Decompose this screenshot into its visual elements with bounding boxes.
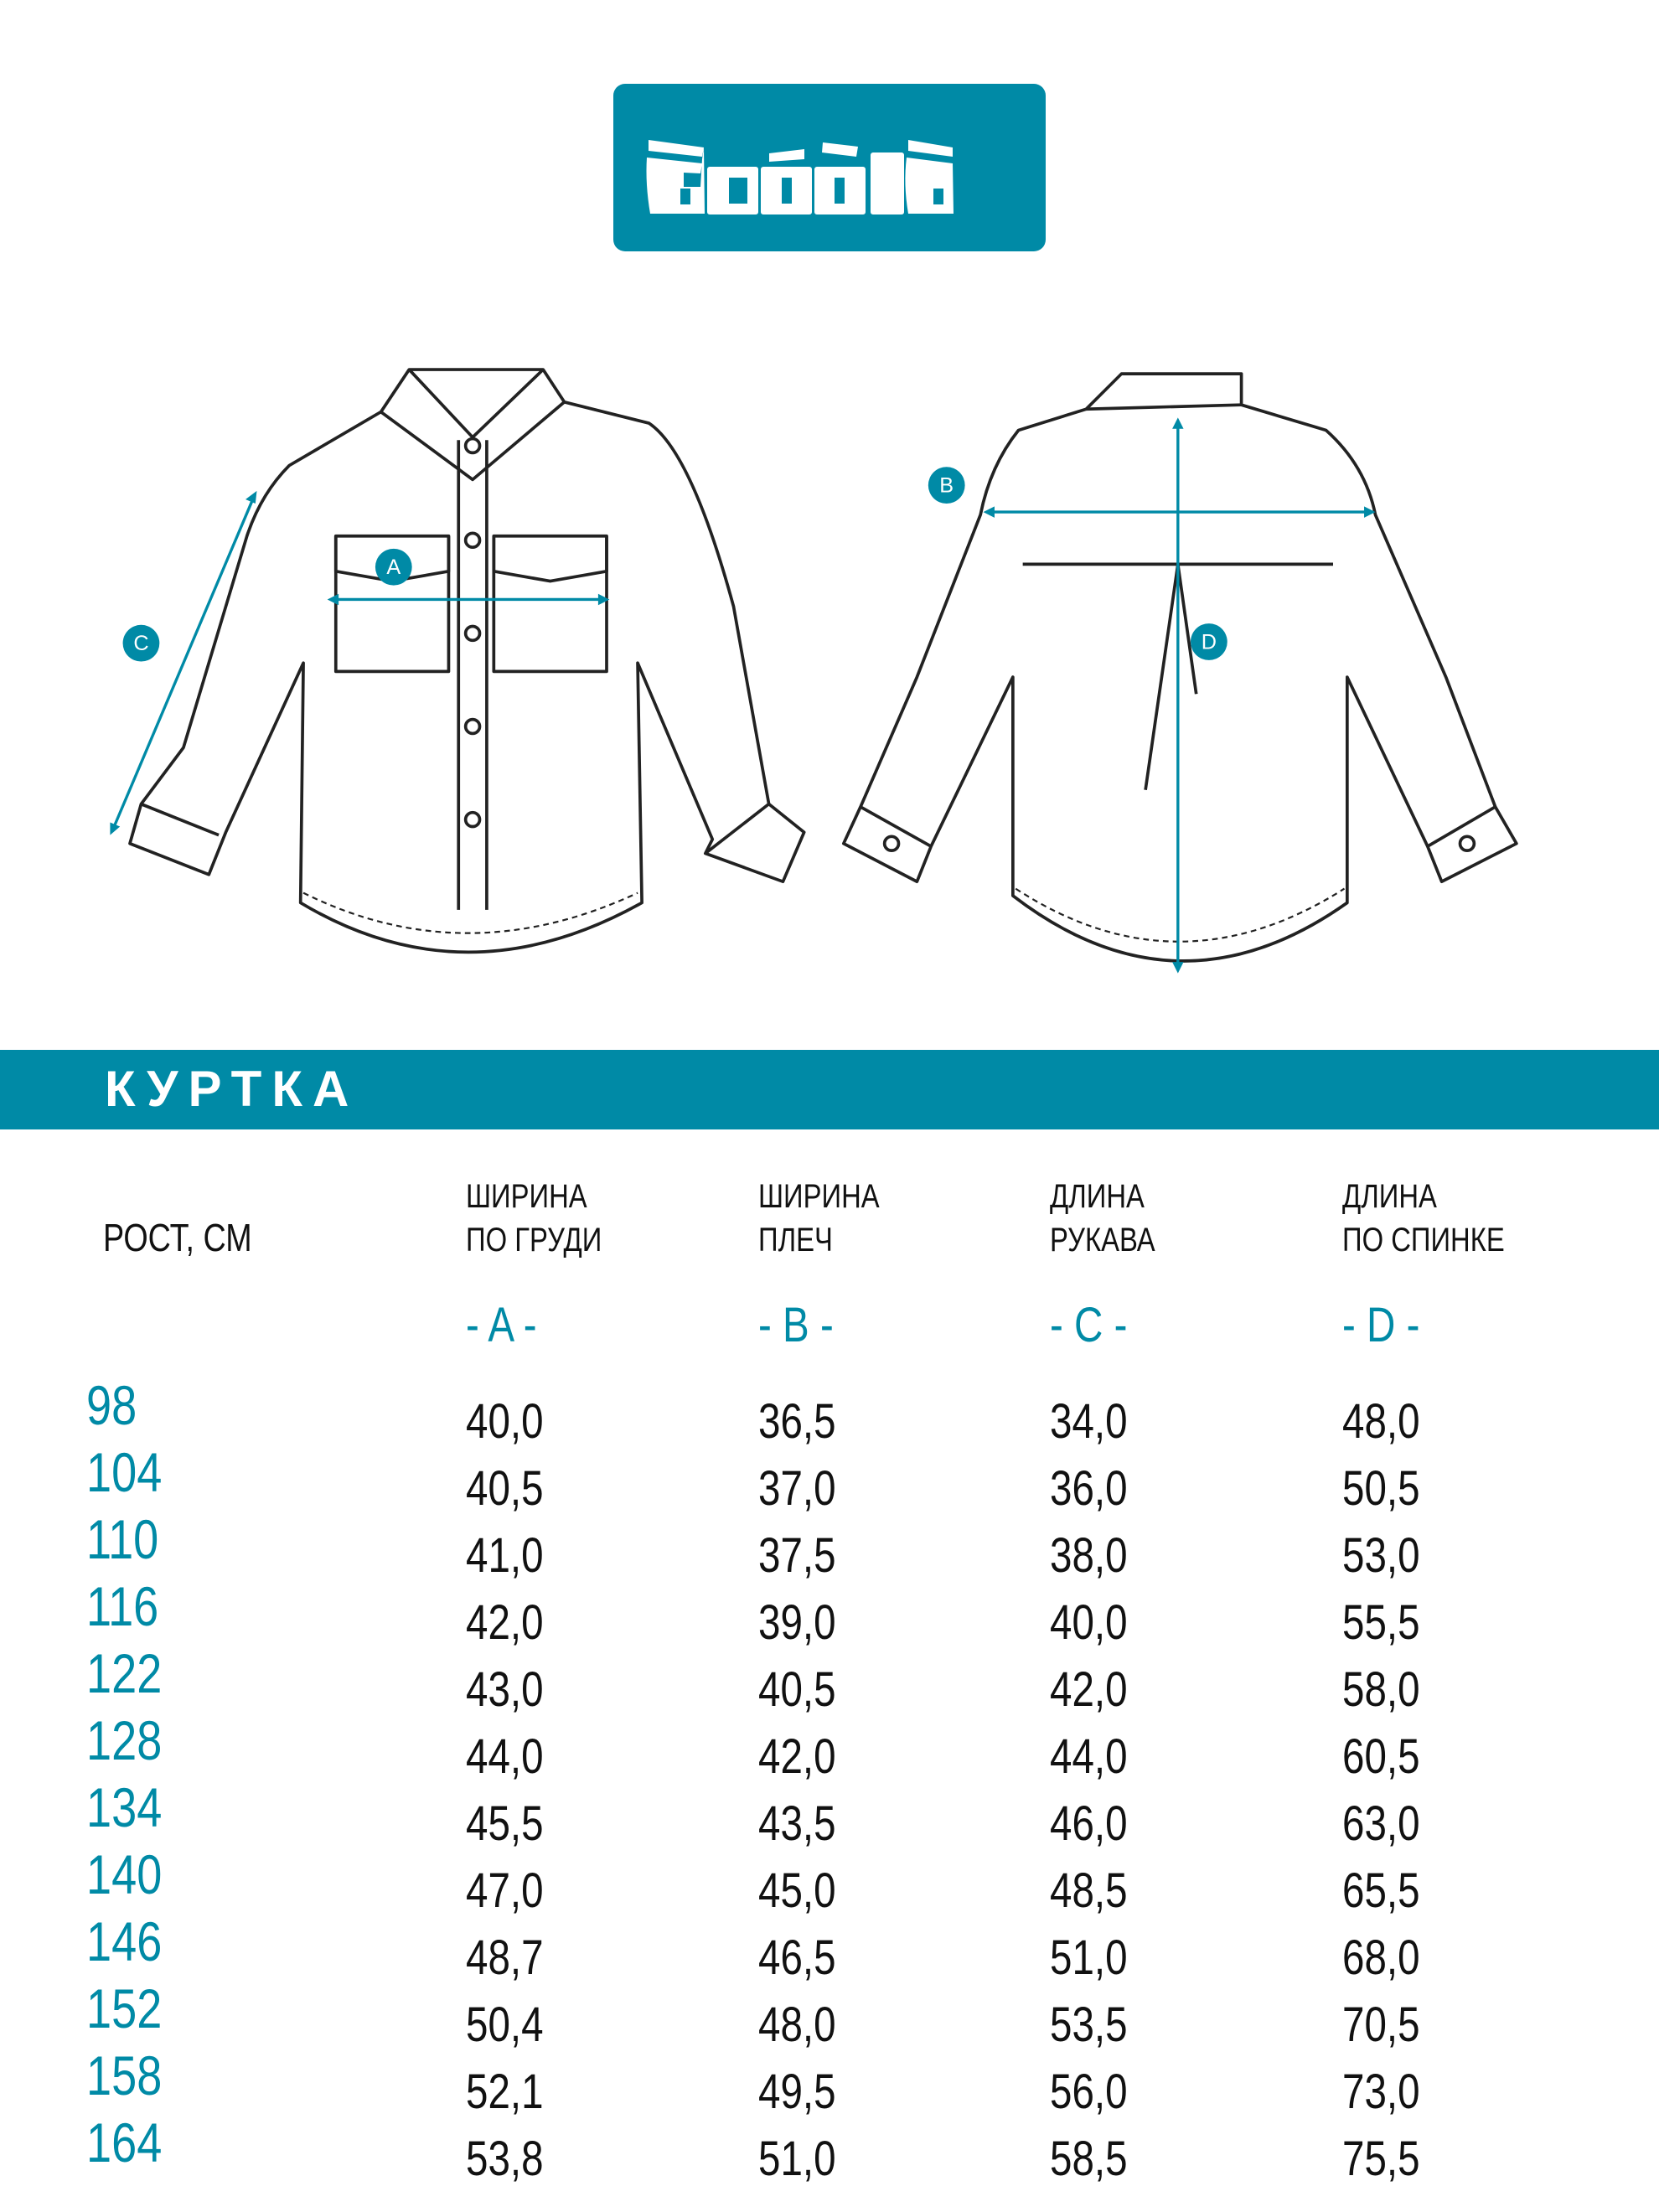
measurement-cell: 47,0 [466,1863,544,1918]
measurement-cell: 58,5 [1050,2132,1128,2186]
measurement-cell: 37,5 [758,1528,836,1583]
row-header: РОСТ, СМ [103,1216,252,1259]
height-value: 98 [86,1374,137,1436]
measurement-cell: 50,5 [1342,1461,1420,1516]
shirt-illustrations: A C B D [110,368,1518,974]
garment-diagrams: A C B D [0,335,1659,1005]
column-header: ДЛИНА ПО СПИНКЕ [1342,1178,1505,1258]
measurement-cell: 38,0 [1050,1528,1128,1583]
measurement-cell: 36,5 [758,1394,836,1449]
measurement-cell: 43,0 [466,1662,544,1717]
column-header: ШИРИНА ПО ГРУДИ [466,1178,602,1258]
section-title: КУРТКА [105,1061,359,1117]
label-b: B [939,474,954,498]
measurement-cell: 42,0 [466,1595,544,1650]
measurement-cell: 41,0 [466,1528,544,1583]
measurement-cell: 48,7 [466,1930,544,1985]
height-value: 152 [86,1977,163,2039]
label-c-badge [122,624,160,662]
column-letter: - B - [758,1298,834,1352]
measurement-cell: 51,0 [1050,1930,1128,1985]
measurement-cell: 56,0 [1050,2065,1128,2119]
shirt-back-drawing [841,372,1518,963]
measurement-cell: 65,5 [1342,1863,1420,1918]
measurement-cell: 39,0 [758,1595,836,1650]
brand-logo [613,84,1046,251]
height-value: 158 [86,2044,163,2106]
label-a: A [386,556,401,579]
measurement-cell: 75,5 [1342,2132,1420,2186]
logo-wordmark [646,140,954,214]
label-a-badge [375,548,412,586]
measurement-cell: 48,5 [1050,1863,1128,1918]
measurement-cell: 73,0 [1342,2065,1420,2119]
measurement-cell: 49,5 [758,2065,836,2119]
label-d: D [1202,630,1217,654]
height-value: 110 [86,1508,159,1570]
column-header: ДЛИНА РУКАВА [1050,1178,1155,1258]
label-b-badge [928,467,965,504]
measurement-cell: 53,5 [1050,1998,1128,2052]
height-value: 116 [86,1575,159,1637]
label-d-badge [1190,623,1227,660]
label-c: C [133,632,148,655]
measurement-cell: 60,5 [1342,1729,1420,1784]
measurement-cell: 68,0 [1342,1930,1420,1985]
measurement-cell: 53,8 [466,2132,544,2186]
measurement-cell: 48,0 [758,1998,836,2052]
column-letter: - A - [466,1298,537,1352]
measurement-cell: 36,0 [1050,1461,1128,1516]
measurement-cell: 37,0 [758,1461,836,1516]
measurement-cell: 70,5 [1342,1998,1420,2052]
section-banner: КУРТКА [0,1050,1659,1129]
height-value: 128 [86,1709,163,1771]
measurement-cell: 53,0 [1342,1528,1420,1583]
measurement-cell: 52,1 [466,2065,544,2119]
height-value: 122 [86,1642,163,1704]
shirt-front-drawing [128,368,806,954]
measurement-cell: 40,5 [758,1662,836,1717]
measurement-cell: 50,4 [466,1998,544,2052]
measurement-cell: 34,0 [1050,1394,1128,1449]
measurement-cell: 44,0 [466,1729,544,1784]
measurement-cell: 44,0 [1050,1729,1128,1784]
height-value: 134 [86,1776,163,1838]
measure-c-arrow [111,495,256,830]
measurement-cell: 40,0 [466,1394,544,1449]
measurement-cell: 45,0 [758,1863,836,1918]
measurement-cell: 45,5 [466,1796,544,1851]
measurement-cell: 40,5 [466,1461,544,1516]
column-header: ШИРИНА ПЛЕЧ [758,1178,880,1258]
measurement-cell: 40,0 [1050,1595,1128,1650]
height-value: 104 [86,1441,163,1503]
measurement-cell: 46,5 [758,1930,836,1985]
column-letter: - C - [1050,1298,1128,1352]
measurement-cell: 48,0 [1342,1394,1420,1449]
measurement-cell: 42,0 [758,1729,836,1784]
measurement-cell: 55,5 [1342,1595,1420,1650]
height-value: 164 [86,2111,163,2173]
measurement-cell: 58,0 [1342,1662,1420,1717]
measurement-cell: 43,5 [758,1796,836,1851]
column-letter: - D - [1342,1298,1420,1352]
height-value: 140 [86,1843,163,1905]
height-value: 146 [86,1910,163,1972]
measurement-cell: 42,0 [1050,1662,1128,1717]
measurement-cell: 63,0 [1342,1796,1420,1851]
measurement-cell: 46,0 [1050,1796,1128,1851]
measurement-cell: 51,0 [758,2132,836,2186]
